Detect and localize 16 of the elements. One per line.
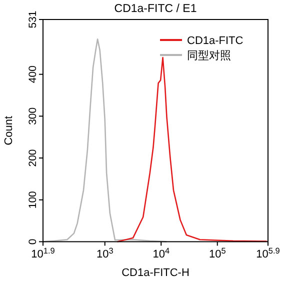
x-tick-label: 10$^{5}$ — [208, 246, 226, 261]
x-tick-label: 10$^{4}$ — [152, 246, 170, 261]
x-tick-label: 10$^{1.9}$ — [31, 246, 56, 261]
y-axis-title: Count — [3, 116, 15, 146]
y-tick-label: 400 — [27, 65, 39, 84]
x-tick-label: 10$^{3}$ — [96, 246, 114, 261]
chart-title: CD1a-FITC / E1 — [114, 3, 197, 15]
legend-label: CD1a-FITC — [187, 35, 244, 47]
x-axis-title: CD1a-FITC-H — [122, 267, 190, 279]
x-tick-label: 10$^{5.9}$ — [256, 246, 280, 261]
legend-label: 同型对照 — [187, 49, 231, 62]
y-tick-label: 100 — [27, 190, 39, 209]
y-tick-label: 531 — [27, 10, 39, 28]
y-tick-label: 200 — [27, 149, 39, 167]
y-tick-label: 0 — [27, 238, 39, 245]
y-tick-label: 300 — [27, 107, 39, 125]
